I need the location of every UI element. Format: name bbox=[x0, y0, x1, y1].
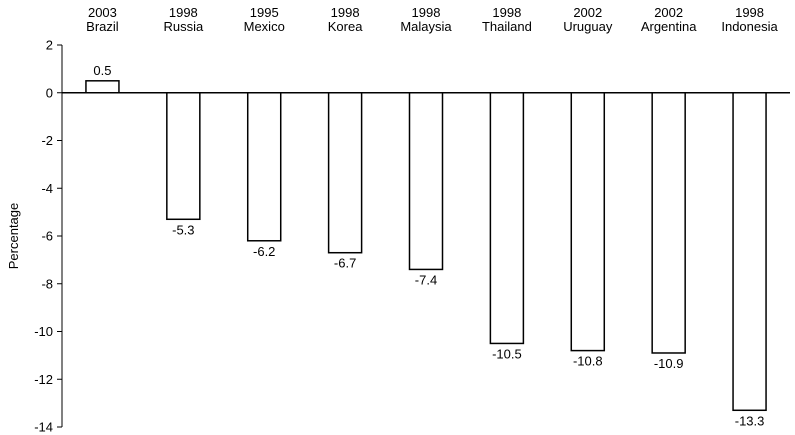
category-year: 1998 bbox=[412, 5, 441, 20]
category-label: 2002 Argentina bbox=[641, 5, 697, 34]
category-country: Mexico bbox=[244, 19, 285, 34]
category-country: Korea bbox=[328, 19, 363, 34]
data-label: -7.4 bbox=[415, 272, 437, 287]
bar-malaysia bbox=[408, 92, 444, 271]
data-label: -13.3 bbox=[735, 413, 765, 428]
y-tick-label: -4 bbox=[41, 181, 53, 196]
category-country: Uruguay bbox=[563, 19, 613, 34]
bar-korea bbox=[327, 92, 363, 254]
category-country: Malaysia bbox=[400, 19, 452, 34]
y-tick-label: -10 bbox=[34, 324, 53, 339]
y-tick-label: -14 bbox=[34, 420, 53, 435]
data-label: -10.9 bbox=[654, 356, 684, 371]
category-country: Argentina bbox=[641, 19, 697, 34]
y-tick-label: 0 bbox=[46, 85, 53, 100]
bars bbox=[85, 80, 767, 412]
category-label: 1995 Mexico bbox=[244, 5, 285, 34]
category-year: 2002 bbox=[573, 5, 602, 20]
bar-mexico bbox=[246, 92, 282, 242]
y-tick-label: -8 bbox=[41, 276, 53, 291]
category-label: 2002 Uruguay bbox=[563, 5, 613, 34]
category-country: Thailand bbox=[482, 19, 532, 34]
category-label: 1998 Malaysia bbox=[400, 5, 452, 34]
category-country: Indonesia bbox=[721, 19, 778, 34]
y-axis: 2 0 -2 -4 -6 -8 -10 -12 -14 bbox=[34, 38, 63, 435]
data-label: 0.5 bbox=[93, 63, 111, 78]
category-label: 1998 Thailand bbox=[482, 5, 532, 34]
category-country: Brazil bbox=[86, 19, 119, 34]
y-tick-label: -2 bbox=[41, 133, 53, 148]
category-label: 1998 Russia bbox=[163, 5, 204, 34]
data-label: -6.2 bbox=[253, 244, 275, 259]
data-label: -6.7 bbox=[334, 256, 356, 271]
y-ticks: 2 0 -2 -4 -6 -8 -10 -12 -14 bbox=[34, 38, 62, 435]
category-label: 1998 Indonesia bbox=[721, 5, 778, 34]
bar-russia bbox=[166, 92, 201, 221]
category-label: 1998 Korea bbox=[328, 5, 363, 34]
category-year: 1998 bbox=[735, 5, 764, 20]
category-year: 1998 bbox=[492, 5, 521, 20]
category-label: 2003 Brazil bbox=[86, 5, 119, 34]
y-tick-label: 2 bbox=[46, 38, 53, 53]
category-year: 2003 bbox=[88, 5, 117, 20]
category-year: 2002 bbox=[654, 5, 683, 20]
category-year: 1998 bbox=[331, 5, 360, 20]
y-axis-title: Percentage bbox=[6, 203, 21, 270]
bar-indonesia bbox=[732, 92, 767, 412]
category-year: 1998 bbox=[169, 5, 198, 20]
data-labels: 0.5 -5.3 -6.2 -6.7 -7.4 -10.5 -10.8 -10.9 -13.3 bbox=[93, 63, 764, 428]
bar-thailand bbox=[489, 92, 525, 345]
y-tick-label: -12 bbox=[34, 372, 53, 387]
data-label: -10.8 bbox=[573, 354, 603, 369]
data-label: -10.5 bbox=[492, 346, 522, 361]
bar-brazil bbox=[85, 80, 120, 94]
bar-argentina bbox=[651, 92, 686, 354]
y-tick-label: -6 bbox=[41, 229, 53, 244]
category-country: Russia bbox=[163, 19, 204, 34]
bar-uruguay bbox=[570, 92, 606, 352]
category-year: 1995 bbox=[250, 5, 279, 20]
data-label: -5.3 bbox=[172, 222, 194, 237]
